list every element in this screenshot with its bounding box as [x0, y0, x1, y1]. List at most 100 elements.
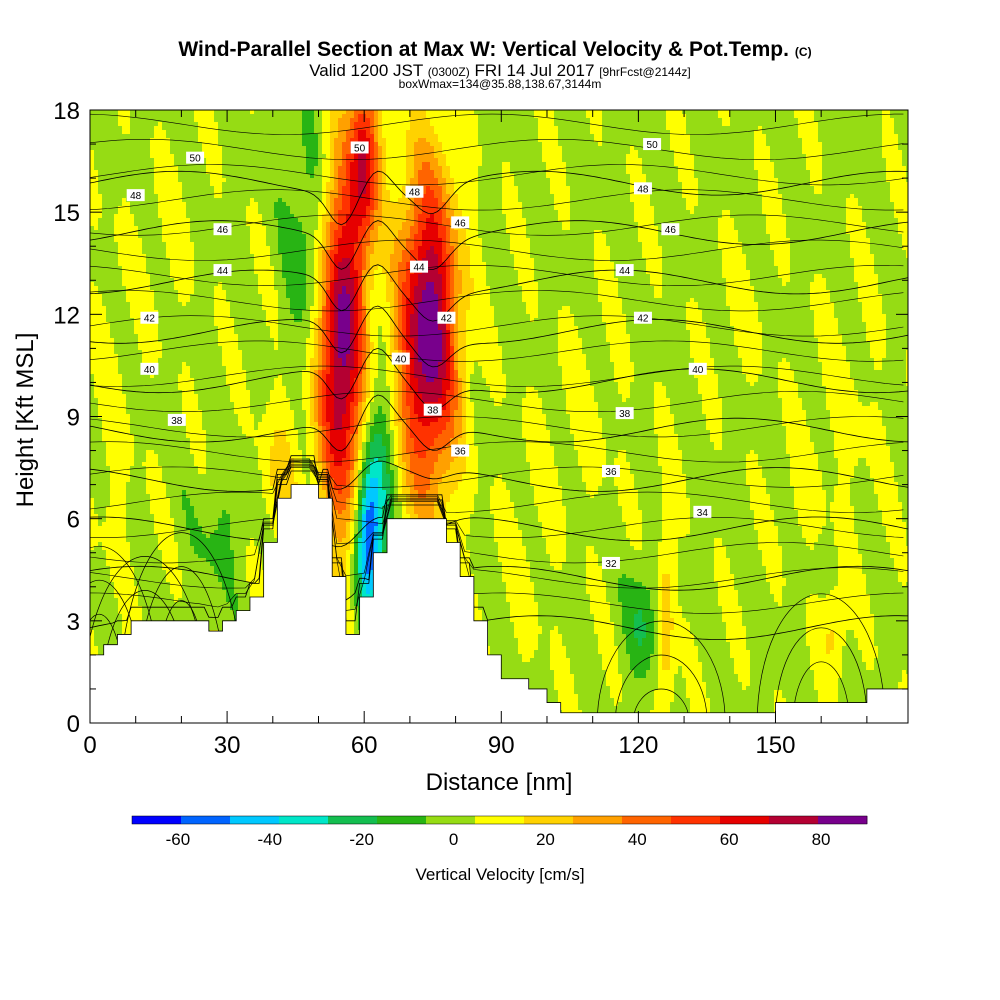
velocity-cell	[138, 558, 143, 563]
velocity-cell	[90, 214, 95, 219]
velocity-cell	[174, 118, 179, 123]
velocity-cell	[102, 334, 107, 339]
velocity-cell	[130, 454, 135, 459]
velocity-cell	[166, 110, 171, 115]
velocity-cell	[110, 382, 115, 387]
velocity-cell	[206, 142, 211, 147]
velocity-cell	[214, 514, 219, 519]
velocity-cell	[110, 610, 115, 615]
velocity-cell	[174, 510, 179, 515]
velocity-cell	[170, 406, 175, 411]
velocity-cell	[90, 274, 95, 279]
velocity-cell	[114, 530, 119, 535]
velocity-cell	[122, 234, 127, 239]
velocity-cell	[214, 218, 219, 223]
velocity-cell	[158, 242, 163, 247]
velocity-cell	[102, 526, 107, 531]
velocity-cell	[106, 318, 111, 323]
velocity-cell	[194, 254, 199, 259]
velocity-cell	[206, 306, 211, 311]
velocity-cell	[198, 470, 203, 475]
velocity-cell	[206, 214, 211, 219]
velocity-cell	[218, 110, 223, 115]
velocity-cell	[122, 218, 127, 223]
velocity-cell	[90, 398, 95, 403]
velocity-cell	[106, 462, 111, 467]
velocity-cell	[198, 410, 203, 415]
velocity-cell	[142, 302, 147, 307]
velocity-cell	[114, 314, 119, 319]
velocity-cell	[106, 522, 111, 527]
velocity-cell	[194, 418, 199, 423]
velocity-cell	[102, 274, 107, 279]
velocity-cell	[158, 434, 163, 439]
velocity-cell	[118, 562, 123, 567]
velocity-cell	[214, 378, 219, 383]
velocity-cell	[90, 250, 95, 255]
velocity-cell	[150, 542, 155, 547]
velocity-cell	[178, 218, 183, 223]
velocity-cell	[118, 198, 123, 203]
velocity-cell	[170, 310, 175, 315]
velocity-cell	[122, 582, 127, 587]
velocity-cell	[102, 198, 107, 203]
velocity-cell	[126, 262, 131, 267]
velocity-cell	[106, 454, 111, 459]
velocity-cell	[98, 374, 103, 379]
velocity-cell	[210, 298, 215, 303]
velocity-cell	[174, 354, 179, 359]
velocity-cell	[170, 494, 175, 499]
velocity-cell	[126, 514, 131, 519]
velocity-cell	[190, 370, 195, 375]
velocity-cell	[138, 126, 143, 131]
velocity-cell	[162, 278, 167, 283]
velocity-cell	[150, 258, 155, 263]
velocity-cell	[178, 538, 183, 543]
velocity-cell	[154, 330, 159, 335]
velocity-cell	[166, 114, 171, 119]
velocity-cell	[174, 234, 179, 239]
velocity-cell	[194, 598, 199, 603]
velocity-cell	[214, 162, 219, 167]
velocity-cell	[178, 546, 183, 551]
velocity-cell	[114, 298, 119, 303]
velocity-cell	[170, 234, 175, 239]
velocity-cell	[218, 178, 223, 183]
velocity-cell	[122, 546, 127, 551]
velocity-cell	[210, 214, 215, 219]
velocity-cell	[206, 522, 211, 527]
velocity-cell	[154, 146, 159, 151]
velocity-cell	[178, 270, 183, 275]
velocity-cell	[150, 330, 155, 335]
velocity-cell	[182, 382, 187, 387]
velocity-cell	[178, 286, 183, 291]
velocity-cell	[102, 458, 107, 463]
velocity-cell	[158, 194, 163, 199]
velocity-cell	[146, 446, 151, 451]
velocity-cell	[94, 306, 99, 311]
velocity-cell	[118, 134, 123, 139]
velocity-cell	[90, 122, 95, 127]
velocity-cell	[126, 506, 131, 511]
velocity-cell	[170, 246, 175, 251]
velocity-cell	[174, 606, 179, 611]
velocity-cell	[194, 462, 199, 467]
velocity-cell	[186, 442, 191, 447]
velocity-cell	[198, 234, 203, 239]
velocity-cell	[110, 586, 115, 591]
velocity-cell	[162, 134, 167, 139]
velocity-cell	[194, 122, 199, 127]
velocity-cell	[142, 266, 147, 271]
velocity-cell	[194, 470, 199, 475]
velocity-cell	[122, 126, 127, 131]
velocity-cell	[134, 358, 139, 363]
velocity-cell	[90, 502, 95, 507]
velocity-cell	[174, 130, 179, 135]
velocity-cell	[94, 594, 99, 599]
velocity-cell	[214, 250, 219, 255]
velocity-cell	[98, 646, 103, 651]
velocity-cell	[102, 442, 107, 447]
velocity-cell	[110, 254, 115, 259]
velocity-cell	[194, 382, 199, 387]
velocity-cell	[206, 478, 211, 483]
